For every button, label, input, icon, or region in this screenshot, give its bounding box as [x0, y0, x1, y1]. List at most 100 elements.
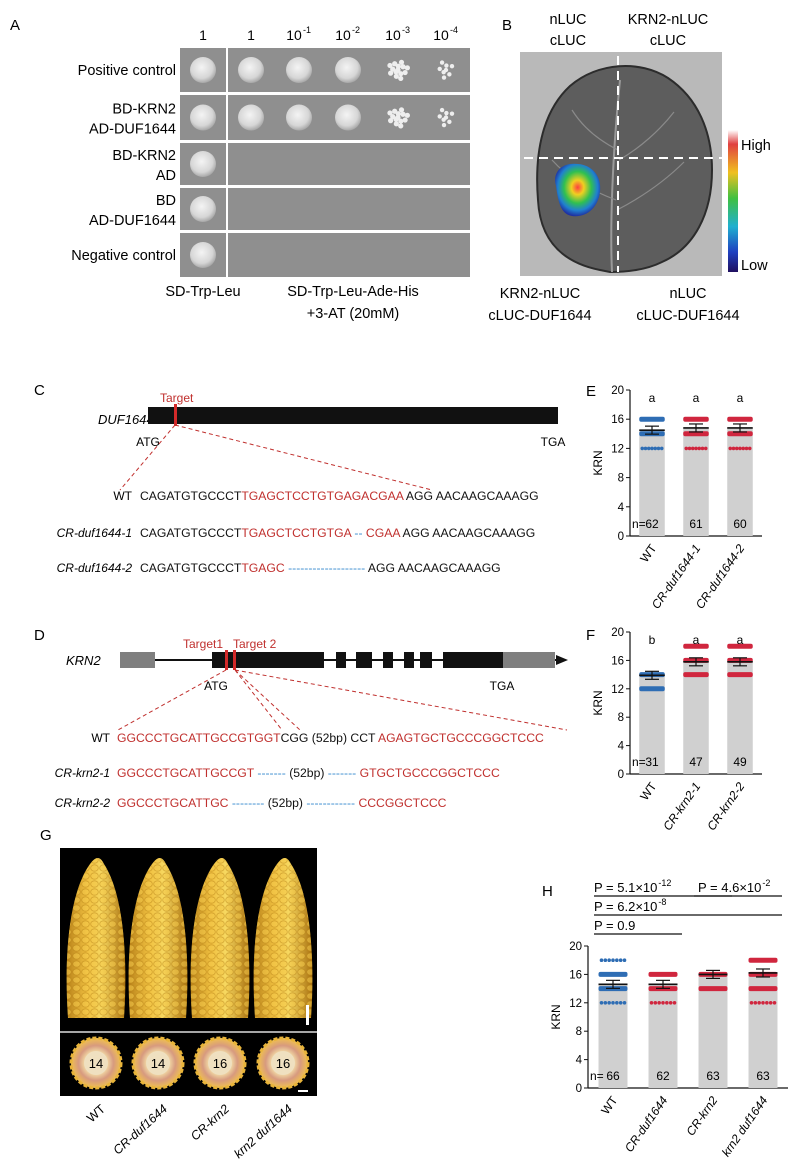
data-point	[734, 446, 739, 451]
panel-a: A 1 1 10 -1 10 -2 10 -3 10 -4 Positive controlBD-…	[10, 17, 470, 322]
b-bottom-right-1: nLUC	[669, 286, 706, 302]
y-axis-label: KRN	[591, 450, 605, 475]
sequence-segment: AGG AACAAGCAAAGG	[368, 561, 501, 575]
yeast-microcolony	[441, 122, 447, 128]
panel-letter-c: C	[34, 382, 45, 399]
yeast-microcolony	[398, 59, 405, 65]
yeast-microcolony	[387, 110, 393, 116]
data-point-cluster	[698, 986, 728, 992]
panel-letter-f: F	[586, 627, 595, 644]
sequence-segment: TGAGCTCCTGTGAGACGAA	[241, 489, 404, 503]
data-point	[768, 1001, 773, 1005]
y-tick-label: 0	[576, 1083, 582, 1095]
kernel-row-count: 14	[89, 1056, 103, 1071]
data-point	[741, 446, 746, 451]
yeast-colony	[238, 57, 264, 83]
krn-chart-h: 0 4 8 12 16 20 KRN 66 WT 62 CR-duf1644 63 CR-krn2 63 k…	[549, 878, 788, 1159]
yeast-microcolony	[447, 119, 452, 125]
data-point	[687, 446, 692, 451]
panel-e: E 048121620KRN62aWT61aCR-duf1644-160aCR-…	[586, 383, 762, 611]
sequence-text: CAGATGTGCCCTTGAGC ------------------- AG…	[140, 561, 501, 575]
dilution-label: 1	[199, 27, 207, 43]
krn2-sequences: WT GGCCCTGCATTGCCGTGGTCGG (52bp) CCT AGAG…	[55, 731, 544, 810]
data-point	[599, 958, 604, 962]
panel-letter-g: G	[40, 827, 52, 844]
data-point	[618, 958, 623, 962]
data-point	[643, 446, 648, 451]
maize-ears	[66, 858, 313, 1018]
y-tick-label: 12	[611, 684, 624, 696]
data-point	[765, 1001, 769, 1005]
krn2-stop-codon: TGA	[490, 679, 515, 693]
genotype-labels: WT CR-duf1644 CR-krn2 krn2 duf1644	[84, 1102, 295, 1161]
y-tick-label: 12	[611, 443, 624, 455]
data-point	[753, 1001, 758, 1005]
data-point	[603, 958, 608, 962]
sample-size-label: 62	[645, 517, 659, 531]
data-point-cluster	[639, 416, 665, 422]
medium-right-label-2: +3-AT (20mM)	[307, 306, 400, 322]
yeast-microcolony	[400, 64, 406, 70]
data-point-cluster	[727, 643, 753, 649]
bar	[748, 972, 778, 1088]
sample-size-label: 49	[733, 755, 747, 769]
yeast-colony	[190, 104, 216, 131]
yeast-microcolony	[444, 63, 449, 68]
data-point	[749, 1001, 754, 1005]
target-label: Target	[160, 391, 194, 405]
dilution-label: 10	[335, 27, 351, 43]
sample-size-label: 47	[689, 755, 703, 769]
dilution-label: 10	[385, 27, 401, 43]
data-point-cluster	[683, 643, 709, 649]
yeast-microcolony	[390, 66, 396, 72]
x-category-label: CR-krn2-1	[660, 780, 703, 833]
genotype-label: krn2 duf1644	[231, 1102, 295, 1161]
ear-kernel-texture	[253, 858, 313, 1018]
ear-kernel-texture	[66, 858, 126, 1018]
kernel-row-count: 16	[276, 1056, 290, 1071]
yeast-microcolony	[398, 75, 404, 82]
kernel-row-count: 14	[151, 1056, 165, 1071]
data-point-cluster	[683, 416, 709, 422]
y-tick-label: 4	[618, 502, 625, 514]
panel-f: F 0 4 8 12 16 20 KRN 31 b WT 47 a CR-krn2-1 49 a CR-krn…	[586, 627, 762, 833]
p-value-label: P = 6.2×10	[594, 899, 657, 914]
yeast-microcolony	[392, 61, 398, 67]
data-point	[615, 958, 619, 962]
duf1644-gene-model	[148, 407, 558, 424]
sequence-segment: GTGCTGCCCGGCTCCC	[360, 766, 500, 780]
significance-letter: a	[737, 633, 744, 647]
y-tick-label: 20	[611, 627, 624, 639]
sequence-text: GGCCCTGCATTGC -------- (52bp) ----------…	[117, 796, 447, 810]
sample-size-label: 61	[689, 517, 703, 531]
yeast-microcolony	[398, 71, 404, 77]
duf1644-sequences: WT CAGATGTGCCCTTGAGCTCCTGTGAGACGAA AGG AA…	[57, 489, 539, 575]
plate-strip-right	[228, 233, 470, 277]
y-tick-label: 0	[618, 531, 624, 543]
yeast-microcolony	[404, 112, 410, 118]
data-point	[747, 446, 752, 451]
x-category-label: WT	[637, 541, 660, 565]
sequence-segment: (52bp)	[289, 766, 324, 780]
y-axis-label: KRN	[591, 690, 605, 715]
yeast-microcolony	[390, 113, 396, 120]
b-top-left-2: cLUC	[550, 33, 586, 49]
gene-label-duf1644: DUF1644	[98, 412, 154, 427]
significance-letter: a	[693, 391, 700, 405]
cob-center	[84, 1051, 108, 1075]
sequence-genotype-label: CR-krn2-1	[55, 766, 110, 780]
y-tick-label: 20	[569, 941, 582, 953]
y-tick-label: 12	[569, 998, 582, 1010]
yeast-microcolony	[439, 107, 445, 113]
data-point	[738, 446, 742, 451]
n-prefix-label: n=	[632, 517, 646, 531]
yeast-microcolony	[398, 107, 405, 113]
sequence-segment: -------------------	[285, 561, 368, 575]
data-point	[697, 446, 702, 451]
yeast-microcolony	[398, 118, 404, 124]
dilution-label: 1	[247, 27, 255, 43]
yeast-microcolony	[395, 63, 401, 69]
start-codon-label: ATG	[136, 435, 160, 449]
significance-letter: a	[693, 633, 700, 647]
